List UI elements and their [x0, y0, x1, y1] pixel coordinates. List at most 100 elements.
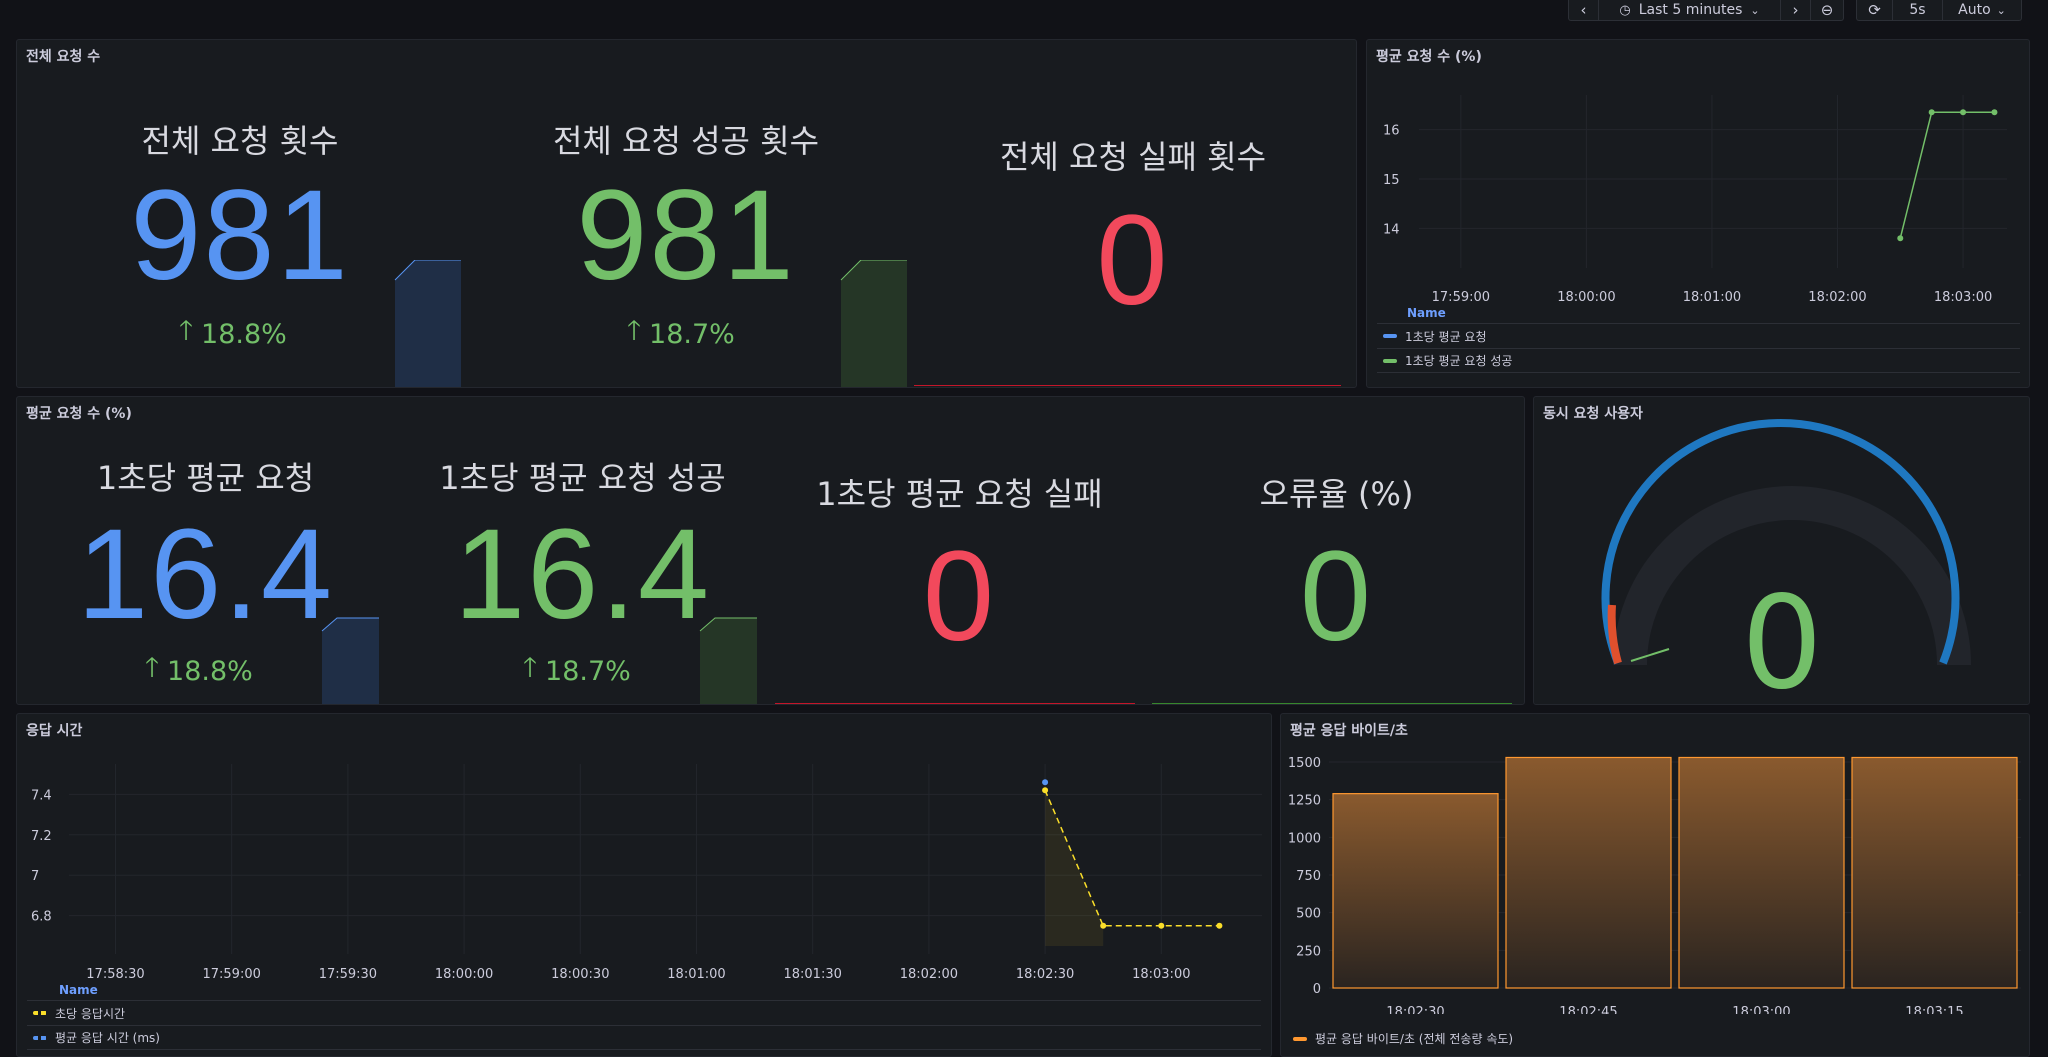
delta-value: 18.7% — [649, 318, 735, 350]
refresh-button[interactable]: ⟳ — [1857, 0, 1893, 20]
sparkline-failure — [914, 385, 1341, 386]
x-tick-label: 17:59:00 — [202, 967, 260, 982]
legend-swatch — [33, 1011, 47, 1015]
data-point — [1042, 779, 1049, 786]
y-tick-label: 6.8 — [31, 910, 52, 925]
legend-label: 평균 응답 바이트/초 (전체 전송량 속도) — [1315, 1032, 1514, 1046]
panel-title: 동시 요청 사용자 — [1543, 406, 1643, 422]
stat-label-failure: 전체 요청 실패 횟수 — [999, 138, 1267, 176]
bytes-legend: 평균 응답 바이트/초 (전체 전송량 속도) — [1293, 1030, 1513, 1047]
legend-swatch — [1293, 1036, 1307, 1041]
y-tick-label: 750 — [1296, 869, 1321, 884]
x-tick-label: 18:01:30 — [783, 967, 841, 982]
delta-value: 18.8% — [201, 318, 287, 350]
stat-value-avg: 16.4 — [76, 503, 335, 646]
auto-label: Auto — [1958, 2, 1991, 18]
stat-label-avg-failure: 1초당 평균 요청 실패 — [816, 475, 1103, 513]
legend-item[interactable]: 1초당 평균 요청 — [1377, 323, 2020, 348]
x-tick-label: 18:02:30 — [1016, 967, 1074, 982]
stat-label-avg-success: 1초당 평균 요청 성공 — [439, 459, 726, 497]
time-range-picker[interactable]: ◷ Last 5 minutes ⌄ — [1599, 0, 1781, 20]
legend-swatch — [1383, 358, 1397, 363]
sparkline-avg-failure — [775, 703, 1135, 704]
panel-avg-requests-chart: 평균 요청 수 (%) 17:59:00 18:00:00 18:01:00 18:0… — [1366, 39, 2030, 388]
legend-item[interactable]: 평균 응답 시간 (ms) — [27, 1025, 1261, 1050]
refresh-interval-picker[interactable]: 5s — [1893, 0, 1943, 20]
y-tick-label: 1250 — [1288, 794, 1321, 809]
x-tick-label: 17:59:00 — [1432, 290, 1490, 305]
x-tick-label: 17:59:30 — [319, 967, 377, 982]
sparkline-error-rate — [1152, 703, 1512, 704]
stat-value-error-rate: 0 — [1299, 525, 1374, 668]
panel-response-time: 응답 시간 17:58:30 17:59:00 17:59:30 18:00:00 18… — [16, 713, 1272, 1057]
series-area — [1045, 790, 1104, 946]
response-time-legend: Name 초당 응답시간 평균 응답 시간 (ms) — [27, 983, 1261, 1050]
panel-avg-requests-stats: 평균 요청 수 (%) 1초당 평균 요청 16.4 🡑 18.8% 1초당 평균… — [16, 396, 1525, 705]
y-tick-label: 1000 — [1288, 831, 1321, 846]
panel-title: 평균 요청 수 (%) — [1376, 49, 1482, 65]
data-point — [1928, 109, 1935, 116]
time-next-button[interactable]: › — [1781, 0, 1811, 20]
sparkline-avg-success — [699, 617, 757, 704]
auto-refresh-picker[interactable]: Auto ⌄ — [1943, 0, 2021, 20]
y-tick-label: 7 — [31, 869, 39, 884]
panel-title: 평균 요청 수 (%) — [26, 406, 132, 422]
time-prev-button[interactable]: ‹ — [1569, 0, 1599, 20]
concurrent-users-gauge: 0 — [1601, 419, 1971, 704]
data-point — [1991, 109, 1998, 116]
sparkline-success — [840, 260, 907, 387]
series-line — [1044, 789, 1220, 927]
zoom-out-button[interactable]: ⊖ — [1811, 0, 1843, 20]
legend-label: 초당 응답시간 — [55, 1006, 126, 1021]
data-point — [1042, 787, 1049, 794]
y-tick-label: 250 — [1296, 944, 1321, 959]
legend-item[interactable]: 평균 응답 바이트/초 (전체 전송량 속도) — [1293, 1030, 1513, 1047]
refresh-group: ⟳ 5s Auto ⌄ — [1856, 0, 2022, 21]
arrow-up-icon: 🡑 — [523, 652, 538, 683]
stat-delta-avg-success: 🡑 18.7% — [523, 648, 631, 694]
data-point — [1897, 235, 1904, 242]
data-point — [1960, 109, 1967, 116]
stat-value-avg-success: 16.4 — [453, 503, 712, 646]
stat-label-error-rate: 오류율 (%) — [1259, 475, 1414, 513]
legend-label: 평균 응답 시간 (ms) — [55, 1031, 160, 1045]
refresh-icon: ⟳ — [1868, 1, 1881, 19]
x-tick-label: 18:03:00 — [1732, 1005, 1790, 1014]
stat-delta-total: 🡑 18.8% — [179, 311, 287, 357]
x-tick-label: 18:01:00 — [667, 967, 725, 982]
delta-value: 18.7% — [545, 655, 631, 687]
series-line — [1899, 111, 1995, 239]
stat-value-success: 981 — [576, 164, 796, 307]
y-tick-label: 7.2 — [31, 829, 52, 844]
data-point — [1158, 922, 1165, 929]
legend-header: Name — [59, 983, 98, 997]
legend-item[interactable]: 초당 응답시간 — [27, 1000, 1261, 1025]
y-tick-label: 16 — [1383, 124, 1400, 139]
x-tick-label: 18:02:00 — [1808, 290, 1866, 305]
bar — [1851, 756, 2018, 989]
x-tick-label: 18:03:15 — [1905, 1005, 1963, 1014]
stat-value-failure: 0 — [1096, 189, 1170, 332]
bar — [1505, 756, 1672, 989]
legend-item[interactable]: 1초당 평균 요청 성공 — [1377, 348, 2020, 373]
bar — [1332, 793, 1499, 989]
data-point — [1100, 922, 1107, 929]
x-tick-label: 18:01:00 — [1683, 290, 1741, 305]
delta-value: 18.8% — [167, 655, 253, 687]
chevron-down-icon: ⌄ — [1996, 3, 2006, 17]
stat-label-avg: 1초당 평균 요청 — [96, 459, 315, 497]
panel-title: 전체 요청 수 — [26, 49, 101, 65]
top-toolbar: ‹ ◷ Last 5 minutes ⌄ › ⊖ ⟳ 5s Auto ⌄ — [0, 0, 2048, 22]
x-tick-label: 18:03:00 — [1934, 290, 1992, 305]
stat-delta-success: 🡑 18.7% — [627, 311, 735, 357]
stat-label-total: 전체 요청 횟수 — [141, 122, 339, 160]
panel-title: 평균 응답 바이트/초 — [1290, 723, 1408, 739]
x-tick-label: 18:00:00 — [1557, 290, 1615, 305]
y-tick-label: 15 — [1383, 173, 1400, 188]
sparkline-avg — [321, 617, 379, 704]
legend-swatch — [1383, 334, 1397, 338]
x-tick-label: 18:00:30 — [551, 967, 609, 982]
legend-swatch — [33, 1035, 47, 1040]
y-tick-label: 7.4 — [31, 788, 52, 803]
x-tick-label: 18:02:30 — [1386, 1005, 1444, 1014]
